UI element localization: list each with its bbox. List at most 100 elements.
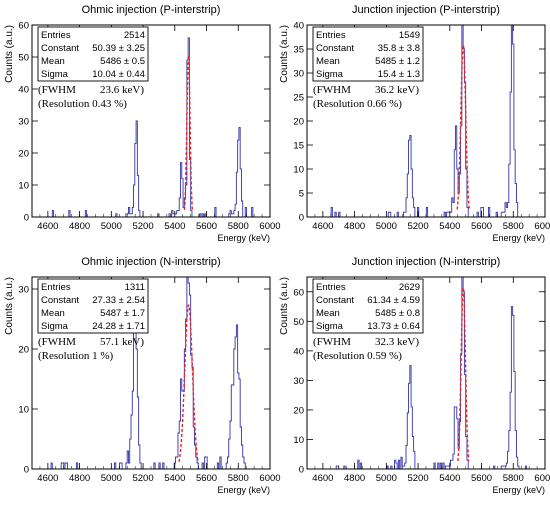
y-tick-label: 30: [293, 376, 304, 387]
stats-label: Constant: [41, 295, 79, 306]
y-tick-label: 5: [299, 189, 304, 200]
y-tick-label: 50: [293, 317, 304, 328]
y-tick-label: 10: [293, 165, 304, 176]
fwhm-label: (FWHM: [313, 84, 351, 96]
fwhm-value: 36.2 keV): [375, 84, 419, 96]
y-tick-label: 0: [299, 465, 304, 476]
y-tick-label: 35: [293, 45, 304, 56]
y-tick-label: 20: [18, 149, 29, 160]
y-tick-label: 30: [18, 117, 29, 128]
x-tick-label: 4800: [344, 221, 365, 232]
y-tick-label: 0: [24, 465, 29, 476]
x-tick-label: 5200: [407, 221, 428, 232]
chart-panel: Junction injection (N-interstrip) 4600 480…: [279, 256, 550, 495]
stats-value: 24.28 ± 1.71: [92, 321, 145, 332]
x-tick-label: 5800: [503, 221, 524, 232]
x-tick-label: 5200: [407, 473, 428, 484]
y-axis-label: Counts (a.u.): [4, 277, 15, 335]
stats-label: Mean: [316, 308, 340, 319]
x-tick-label: 5400: [164, 473, 185, 484]
x-tick-label: 6000: [534, 473, 550, 484]
y-tick-label: 20: [293, 117, 304, 128]
y-tick-label: 25: [293, 93, 304, 104]
x-tick-label: 5800: [503, 473, 524, 484]
gaussian-fit-line: [456, 44, 471, 210]
x-tick-label: 4600: [37, 473, 58, 484]
x-tick-label: 5000: [101, 473, 122, 484]
y-tick-label: 50: [18, 53, 29, 64]
stats-label: Mean: [316, 56, 340, 67]
stats-value: 2514: [124, 30, 145, 41]
resolution-label: (Resolution 0.66 %): [313, 98, 402, 110]
stats-value: 50.39 ± 3.25: [92, 43, 145, 54]
x-tick-label: 5600: [196, 473, 217, 484]
y-tick-label: 60: [293, 287, 304, 298]
chart-panel: Junction injection (P-interstrip) 4600 480…: [279, 4, 550, 243]
y-tick-label: 60: [18, 21, 29, 32]
x-tick-label: 4600: [312, 473, 333, 484]
fwhm-label: (FWHM: [313, 336, 351, 348]
x-tick-label: 5200: [132, 473, 153, 484]
x-tick-label: 5400: [164, 221, 185, 232]
gaussian-fit-line: [178, 304, 199, 462]
stats-label: Entries: [41, 30, 71, 41]
fwhm-value: 57.1 keV): [100, 336, 144, 348]
y-tick-label: 0: [24, 213, 29, 224]
y-axis-label: Counts (a.u.): [279, 277, 290, 335]
stats-value: 5485 ± 1.2: [375, 56, 420, 67]
x-tick-label: 4800: [344, 473, 365, 484]
stats-label: Sigma: [316, 69, 344, 80]
x-tick-label: 4800: [69, 473, 90, 484]
chart-title: Junction injection (P-interstrip): [352, 4, 500, 16]
stats-value: 13.73 ± 0.64: [367, 321, 420, 332]
x-tick-label: 5000: [101, 221, 122, 232]
gaussian-fit-line: [457, 286, 470, 462]
resolution-label: (Resolution 1 %): [38, 350, 113, 362]
x-tick-label: 5400: [439, 473, 460, 484]
x-axis-label: Energy (keV): [217, 485, 270, 495]
x-axis-label: Energy (keV): [217, 233, 270, 243]
x-tick-label: 4600: [312, 221, 333, 232]
y-tick-label: 10: [293, 435, 304, 446]
stats-value: 61.34 ± 4.59: [367, 295, 420, 306]
y-tick-label: 10: [18, 181, 29, 192]
stats-value: 27.33 ± 2.54: [92, 295, 145, 306]
fwhm-value: 32.3 keV): [375, 336, 419, 348]
stats-box: [37, 26, 149, 82]
gaussian-fit-line: [183, 54, 194, 210]
x-tick-label: 5800: [228, 221, 249, 232]
x-tick-label: 4600: [37, 221, 58, 232]
stats-value: 5487 ± 1.7: [100, 308, 145, 319]
stats-box: [312, 26, 424, 82]
x-axis-label: Energy (keV): [492, 233, 545, 243]
y-tick-label: 15: [293, 141, 304, 152]
stats-box: [37, 278, 149, 334]
y-tick-label: 40: [293, 21, 304, 32]
stats-box: [312, 278, 424, 334]
stats-label: Mean: [41, 308, 65, 319]
y-axis-label: Counts (a.u.): [279, 25, 290, 83]
stats-value: 15.4 ± 1.3: [378, 69, 420, 80]
stats-label: Constant: [316, 43, 354, 54]
x-axis-label: Energy (keV): [492, 485, 545, 495]
chart-title: Ohmic injection (P-interstrip): [82, 4, 221, 16]
y-tick-label: 10: [18, 405, 29, 416]
resolution-label: (Resolution 0.59 %): [313, 350, 402, 362]
fwhm-label: (FWHM: [38, 84, 76, 96]
fwhm-label: (FWHM: [38, 336, 76, 348]
chart-title: Junction injection (N-interstrip): [352, 256, 501, 268]
x-tick-label: 6000: [259, 221, 280, 232]
x-tick-label: 5000: [376, 221, 397, 232]
x-tick-label: 5800: [228, 473, 249, 484]
stats-value: 5486 ± 0.5: [100, 56, 145, 67]
stats-value: 1311: [125, 282, 145, 293]
y-tick-label: 30: [18, 285, 29, 296]
x-tick-label: 6000: [534, 221, 550, 232]
y-tick-label: 40: [293, 346, 304, 357]
x-tick-label: 4800: [69, 221, 90, 232]
stats-label: Mean: [41, 56, 65, 67]
x-tick-label: 5600: [471, 221, 492, 232]
fwhm-value: 23.6 keV): [100, 84, 144, 96]
chart-panel: Ohmic injection (P-interstrip) 4600 4800 50…: [4, 4, 281, 243]
